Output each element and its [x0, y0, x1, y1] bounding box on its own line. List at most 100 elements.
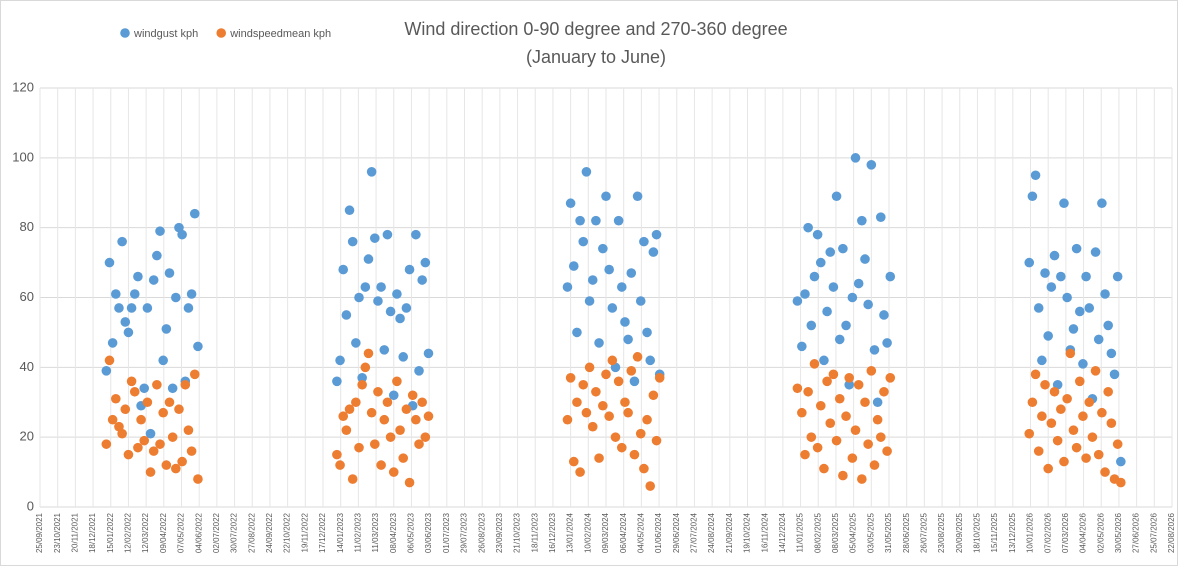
point — [1116, 477, 1126, 488]
point — [129, 386, 140, 397]
x-tick-label: 16/11/2024 — [760, 512, 769, 552]
point — [398, 352, 409, 362]
point — [133, 271, 143, 282]
point — [354, 442, 364, 453]
x-tick-label: 14/12/2024 — [778, 512, 787, 553]
point — [385, 432, 396, 442]
point — [1071, 243, 1082, 254]
point — [186, 446, 197, 456]
point — [1059, 198, 1069, 209]
point — [373, 386, 383, 397]
x-tick-label: 01/06/2024 — [654, 512, 663, 553]
point — [376, 282, 386, 292]
point — [866, 366, 877, 376]
point — [838, 470, 848, 481]
point — [616, 282, 627, 292]
legend-marker — [120, 28, 130, 38]
point — [139, 435, 150, 446]
legend-marker — [216, 28, 227, 38]
point — [123, 327, 134, 338]
point — [164, 397, 175, 408]
point — [111, 393, 121, 404]
point — [357, 379, 367, 390]
point — [126, 303, 137, 313]
point — [847, 453, 858, 463]
point — [620, 317, 630, 327]
point — [645, 481, 656, 491]
chart-subtitle: (January to June) — [526, 47, 666, 67]
point — [407, 390, 418, 401]
point — [1074, 306, 1085, 317]
point — [594, 453, 604, 463]
x-tick-label: 19/11/2022 — [300, 512, 309, 552]
x-tick-label: 08/04/2023 — [389, 512, 398, 553]
point — [1065, 348, 1076, 359]
point — [879, 386, 889, 397]
point — [193, 341, 203, 352]
point — [120, 404, 131, 415]
point — [104, 257, 115, 268]
point — [1059, 456, 1069, 467]
point — [1046, 282, 1057, 292]
point — [1106, 348, 1117, 359]
point — [1103, 386, 1113, 397]
point — [351, 338, 361, 348]
point — [651, 229, 662, 240]
point — [417, 397, 427, 408]
x-tick-label: 30/07/2022 — [230, 512, 239, 553]
point — [792, 296, 803, 306]
point — [825, 418, 836, 429]
point — [841, 411, 851, 422]
point — [809, 271, 820, 282]
x-tick-label: 29/06/2024 — [672, 512, 681, 553]
x-tick-label: 10/01/2026 — [1026, 512, 1035, 553]
point — [591, 215, 601, 226]
point — [587, 421, 598, 432]
point — [363, 348, 374, 359]
point — [347, 474, 358, 484]
x-tick-label: 27/06/2026 — [1132, 512, 1141, 553]
point — [587, 275, 598, 285]
point — [142, 303, 153, 313]
point — [369, 233, 380, 243]
x-tick-label: 08/02/2025 — [813, 512, 822, 553]
point — [101, 366, 112, 376]
point — [648, 247, 659, 257]
point — [885, 373, 896, 383]
point — [126, 376, 137, 387]
point — [654, 373, 665, 383]
point — [604, 264, 614, 275]
point — [857, 215, 867, 226]
point — [1040, 379, 1050, 390]
point — [853, 278, 864, 289]
point — [117, 236, 127, 247]
point — [136, 414, 146, 425]
point — [366, 407, 377, 418]
point — [142, 397, 153, 408]
point — [1030, 369, 1041, 380]
x-tick-label: 10/02/2024 — [583, 512, 592, 553]
x-tick-label: 16/12/2023 — [548, 512, 557, 553]
x-tick-label: 12/02/2022 — [124, 512, 133, 553]
point — [834, 393, 845, 404]
x-tick-label: 20/11/2021 — [70, 512, 79, 552]
point — [1062, 292, 1072, 303]
point — [420, 432, 431, 442]
point — [161, 460, 172, 470]
x-tick-label: 27/08/2022 — [247, 512, 256, 553]
x-tick-label: 15/11/2025 — [990, 512, 999, 552]
point — [1056, 404, 1066, 415]
point — [152, 250, 162, 261]
point — [1078, 359, 1088, 369]
point — [635, 296, 646, 306]
point — [351, 397, 361, 408]
point — [183, 303, 194, 313]
point — [1090, 366, 1101, 376]
point — [812, 442, 823, 453]
point — [825, 247, 836, 257]
x-tick-label: 02/07/2022 — [212, 512, 221, 553]
point — [369, 439, 380, 449]
point — [575, 467, 585, 477]
point — [623, 334, 633, 345]
